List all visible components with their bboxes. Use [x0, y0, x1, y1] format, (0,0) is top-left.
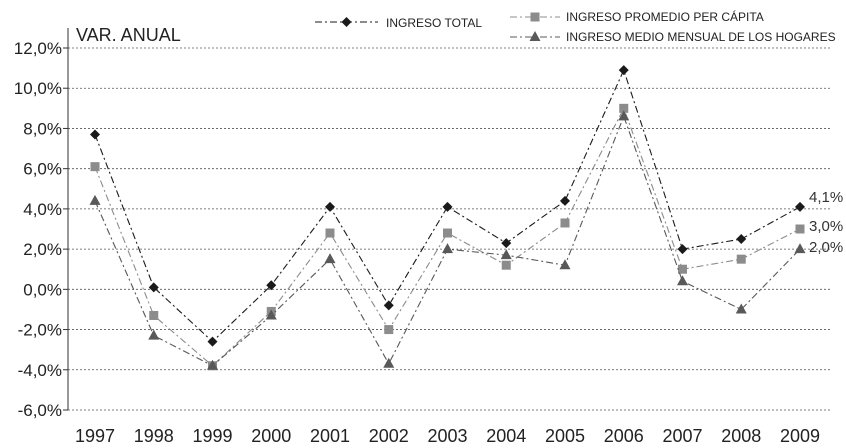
data-point	[795, 224, 805, 234]
data-point	[735, 303, 747, 314]
y-tick-label: 0,0%	[23, 280, 62, 299]
data-point	[501, 260, 511, 270]
legend-label: INGRESO MEDIO MENSUAL DE LOS HOGARES	[566, 30, 836, 44]
legend-item: INGRESO TOTAL	[315, 16, 482, 30]
data-point	[736, 254, 746, 264]
data-point	[677, 244, 688, 255]
data-point	[325, 201, 335, 212]
x-tick-label: 2006	[604, 426, 644, 446]
x-tick-label: 1999	[192, 426, 232, 446]
data-point	[677, 275, 688, 286]
y-tick-label: 8,0%	[23, 119, 62, 138]
x-tick-label: 2009	[780, 426, 820, 446]
series-group	[89, 65, 806, 371]
data-point	[207, 359, 218, 370]
data-point	[383, 300, 394, 311]
y-tick-label: 2,0%	[23, 240, 62, 259]
y-tick-label: 10,0%	[14, 79, 62, 98]
data-point	[619, 103, 629, 113]
data-point	[266, 280, 277, 291]
x-tick-label: 2000	[251, 426, 291, 446]
data-point	[559, 259, 571, 270]
y-tick-label: 12,0%	[14, 39, 62, 58]
data-point	[560, 195, 570, 206]
x-tick-label: 2007	[662, 426, 702, 446]
x-tick-label: 2004	[486, 426, 526, 446]
x-tick-label: 2008	[721, 426, 761, 446]
data-point	[618, 65, 629, 76]
legend-item: INGRESO PROMEDIO PER CÁPITA	[510, 9, 764, 24]
x-tick-label: 2002	[369, 426, 409, 446]
legend: INGRESO TOTAL INGRESO PROMEDIO PER CÁPITA…	[315, 9, 836, 44]
data-point	[678, 264, 687, 274]
legend-item: INGRESO MEDIO MENSUAL DE LOS HOGARES	[510, 30, 836, 44]
data-point	[795, 201, 805, 212]
legend-label: INGRESO PROMEDIO PER CÁPITA	[566, 9, 764, 24]
x-tick-label: 2005	[545, 426, 585, 446]
data-point	[618, 110, 630, 121]
data-point	[207, 336, 218, 347]
data-point	[89, 194, 101, 205]
series-1	[90, 65, 805, 347]
data-point	[443, 228, 452, 238]
data-point	[90, 162, 100, 172]
data-point	[148, 282, 159, 293]
data-point	[148, 329, 160, 340]
y-tick-label: -6,0%	[18, 401, 62, 420]
data-point	[500, 249, 512, 260]
data-point	[90, 129, 100, 140]
data-point	[529, 31, 541, 41]
series-line	[94, 114, 801, 367]
series-3	[89, 110, 806, 370]
end-value-label: 3,0%	[809, 218, 843, 235]
data-point	[383, 357, 395, 368]
y-tick-label: 4,0%	[23, 200, 62, 219]
data-point	[324, 253, 336, 264]
x-tick-labels: 1997 1998 1999 2000 2001 2002 2003 2004 2005 2006…	[75, 426, 820, 446]
x-tick-label: 1998	[134, 426, 174, 446]
end-value-label: 4,1%	[809, 189, 843, 206]
data-point	[736, 234, 747, 245]
legend-label: INGRESO TOTAL	[386, 16, 482, 30]
end-labels: 4,1% 3,0% 2,0%	[809, 189, 843, 256]
y-tick-label: -4,0%	[18, 361, 62, 380]
data-point	[265, 309, 277, 320]
y-tick-label: -2,0%	[18, 321, 62, 340]
y-axis-label: VAR. ANUAL	[76, 25, 181, 45]
data-point	[325, 228, 335, 238]
data-point	[560, 218, 570, 228]
y-tick-labels: -6,0% -4,0% -2,0% 0,0% 2,0% 4,0% 6,0% 8,0% 10,0%…	[14, 39, 62, 420]
end-value-label: 2,0%	[809, 239, 843, 256]
data-point	[442, 243, 453, 254]
data-point	[442, 201, 453, 212]
data-point	[530, 12, 540, 22]
x-tick-label: 1997	[75, 426, 115, 446]
data-point	[794, 243, 806, 254]
data-point	[501, 238, 512, 249]
data-point	[341, 17, 352, 27]
x-tick-label: 2001	[310, 426, 350, 446]
data-point	[384, 325, 394, 335]
x-tick-label: 2003	[427, 426, 467, 446]
y-tick-label: 6,0%	[23, 160, 62, 179]
data-point	[149, 310, 159, 320]
series-2	[90, 103, 805, 371]
